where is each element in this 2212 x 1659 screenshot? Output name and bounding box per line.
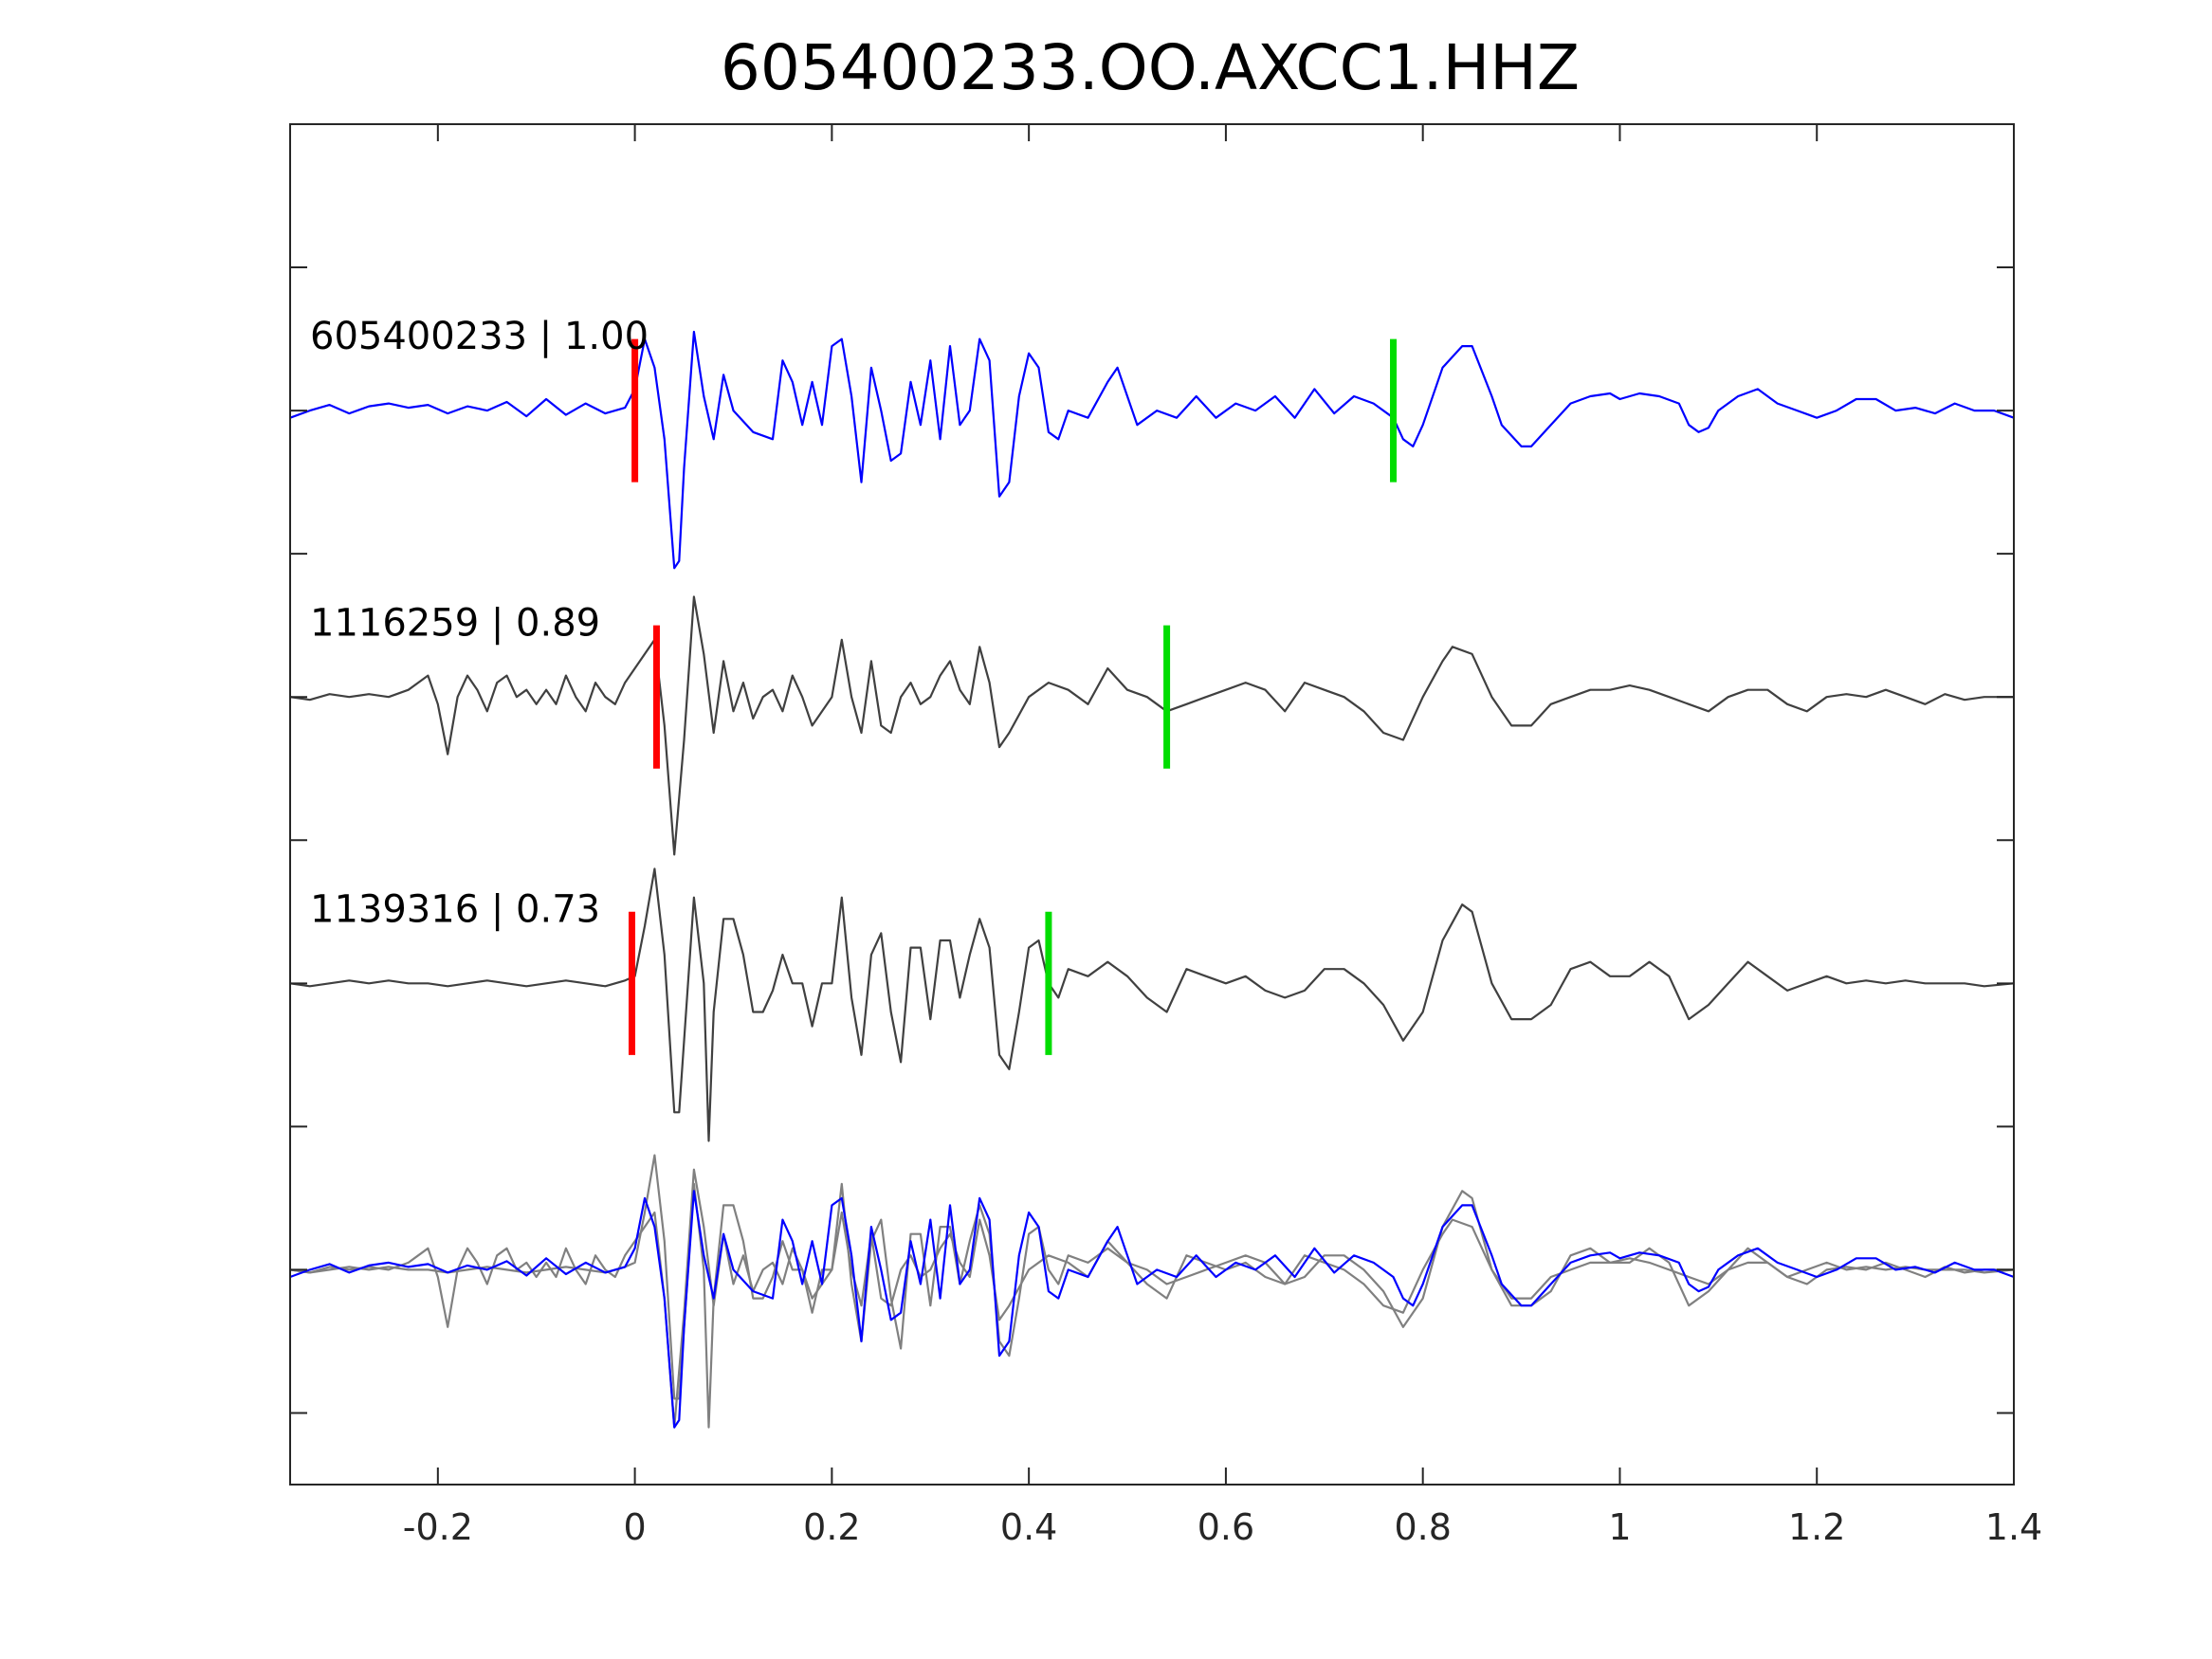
trace-label: 1116259 | 0.89 <box>310 601 600 645</box>
overlay-trace-line-1 <box>289 1168 2014 1429</box>
trace-label: 1139316 | 0.73 <box>310 887 600 931</box>
x-tick-label: 1.4 <box>1985 1506 2042 1548</box>
traces-group <box>289 330 2015 1429</box>
x-tick-label: -0.2 <box>403 1506 473 1548</box>
x-tick-label: 1 <box>1608 1506 1631 1548</box>
chart-title: 605400233.OO.AXCC1.HHZ <box>721 31 1580 104</box>
x-tick-label: 0.4 <box>1000 1506 1057 1548</box>
overlay-trace-line-0 <box>289 1154 2015 1429</box>
x-tick-label: 1.2 <box>1788 1506 1845 1548</box>
trace-line-1 <box>289 595 2014 856</box>
picks-group <box>628 338 1398 1055</box>
x-tick-labels-group: -0.2 0 0.2 0.4 0.6 0.8 1 1.2 1.4 <box>403 1506 2042 1548</box>
trace-line-2 <box>289 867 2015 1142</box>
x-tick-label: 0.8 <box>1394 1506 1451 1548</box>
trace-labels-group: 605400233 | 1.00 1116259 | 0.89 1139316 | … <box>310 315 649 931</box>
overlay-trace-line-2 <box>289 1190 2015 1429</box>
axes-frame <box>289 123 2015 1486</box>
x-tick-label: 0.2 <box>803 1506 860 1548</box>
plot-area: 605400233 | 1.00 1116259 | 0.89 1139316 | … <box>289 123 2042 1548</box>
trace-line-0 <box>289 330 2015 570</box>
trace-label: 605400233 | 1.00 <box>310 315 649 358</box>
ticks-group <box>290 124 2015 1485</box>
x-tick-label: 0 <box>624 1506 647 1548</box>
x-tick-label: 0.6 <box>1197 1506 1254 1548</box>
